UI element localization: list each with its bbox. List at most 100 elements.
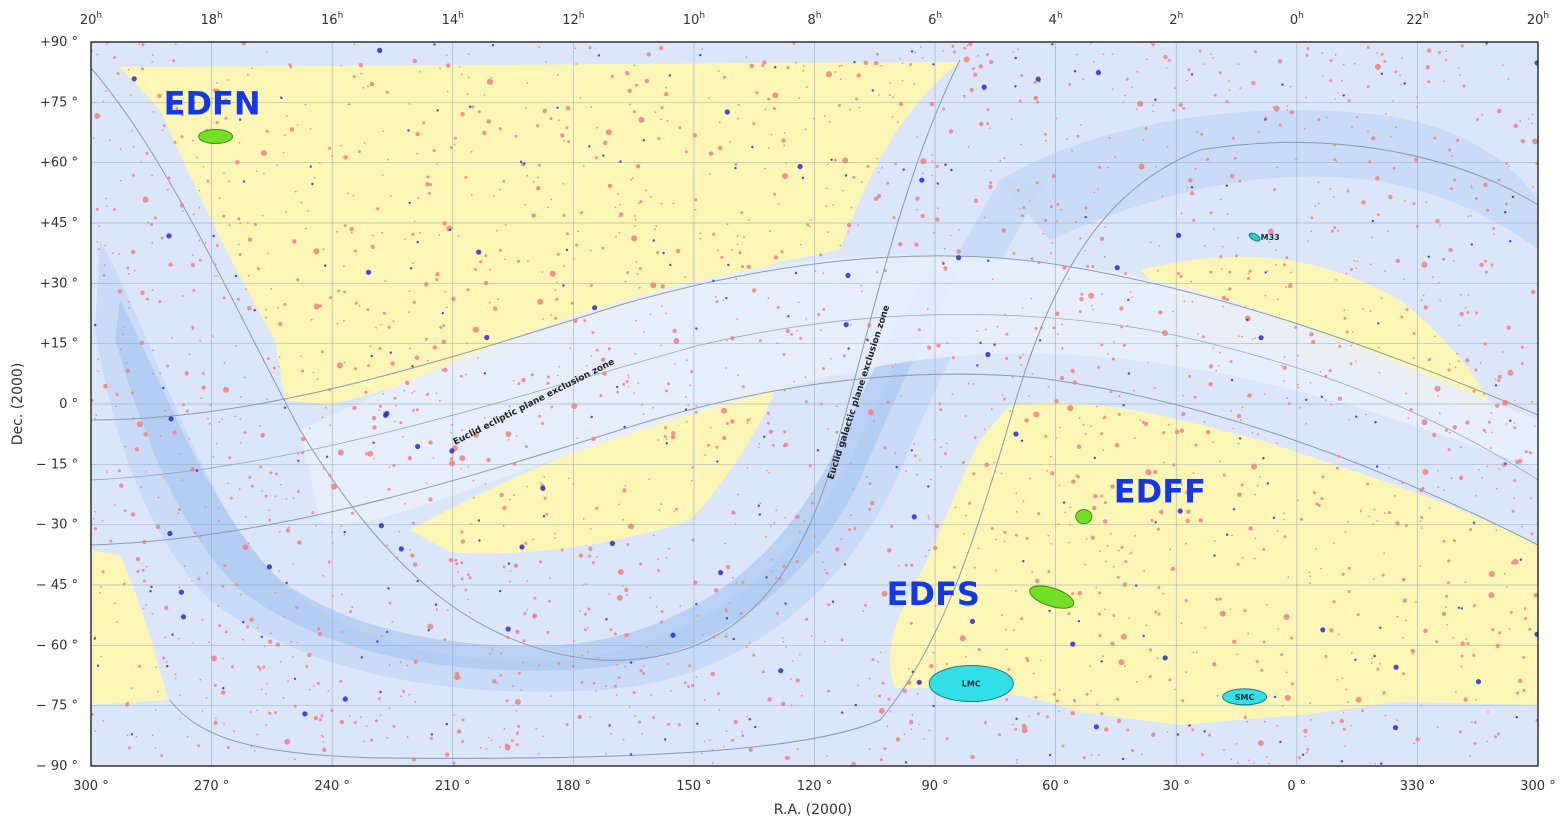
star-red: [1471, 721, 1473, 724]
star-red: [178, 508, 181, 512]
star-red: [238, 253, 242, 256]
star-red: [221, 418, 224, 421]
star-red: [825, 187, 828, 190]
star-red: [901, 79, 904, 82]
star-red: [989, 59, 994, 65]
star-red: [223, 362, 226, 364]
star-red: [1276, 298, 1279, 301]
star-red: [718, 709, 721, 711]
star-red: [1511, 509, 1515, 513]
star-red: [1138, 163, 1145, 170]
star-red: [369, 345, 372, 348]
star-red: [142, 579, 146, 583]
star-red: [729, 140, 731, 143]
star-red: [207, 417, 209, 420]
star-red: [641, 403, 643, 406]
star-red: [1080, 124, 1082, 126]
star-red: [1092, 61, 1095, 63]
star-red: [294, 190, 297, 193]
star-red: [1420, 527, 1423, 529]
star-red: [1402, 577, 1406, 581]
star-red: [402, 689, 405, 693]
star-red: [694, 410, 698, 414]
star-red: [634, 215, 636, 218]
star-red: [819, 402, 823, 406]
star-red: [408, 693, 411, 696]
star-red: [1167, 58, 1171, 62]
star-red: [785, 162, 788, 164]
star-red: [557, 73, 560, 76]
star-red: [579, 96, 582, 99]
star-red: [555, 281, 558, 283]
dec-tick: +60 °: [40, 156, 78, 171]
object-label-lmc: LMC: [962, 680, 981, 689]
star-red: [667, 722, 671, 726]
star-red: [1150, 42, 1153, 45]
star-red: [578, 553, 583, 558]
star-blue: [1127, 372, 1131, 375]
star-red: [352, 75, 356, 79]
star-red: [855, 97, 859, 101]
star-red: [1265, 603, 1268, 606]
star-red: [266, 357, 270, 361]
star-red: [1469, 528, 1473, 531]
star-red: [100, 655, 103, 658]
star-red: [1488, 592, 1495, 599]
star-red: [1234, 254, 1238, 258]
star-red: [192, 288, 196, 292]
star-red: [375, 326, 378, 329]
star-red: [752, 122, 756, 126]
star-red: [1102, 53, 1105, 56]
star-red: [810, 219, 813, 222]
star-red: [1218, 71, 1222, 75]
star-red: [933, 438, 936, 441]
star-red: [163, 415, 166, 417]
ra-degree-tick: 330 °: [1400, 779, 1435, 794]
star-red: [98, 248, 100, 251]
star-red: [929, 101, 935, 107]
star-red: [435, 607, 438, 610]
star-red: [1361, 709, 1365, 713]
star-red: [1169, 548, 1172, 551]
star-red: [1369, 310, 1372, 313]
star-red: [532, 613, 537, 618]
star-red: [179, 453, 182, 455]
star-red: [380, 324, 382, 326]
star-red: [1264, 720, 1266, 723]
star-blue: [1190, 186, 1194, 189]
star-red: [1034, 695, 1038, 699]
star-red: [583, 628, 587, 632]
star-red: [127, 272, 130, 275]
star-red: [819, 253, 823, 257]
star-red: [736, 117, 739, 120]
star-red: [439, 325, 443, 329]
star-red: [928, 549, 930, 552]
star-red: [1022, 353, 1024, 356]
star-red: [687, 404, 690, 407]
star-red: [1172, 463, 1176, 467]
star-blue: [911, 514, 917, 520]
star-red: [1251, 432, 1254, 434]
star-red: [460, 530, 464, 534]
star-red: [1238, 179, 1242, 183]
star-red: [839, 78, 842, 81]
star-red: [182, 295, 185, 297]
star-red: [1374, 763, 1376, 765]
star-red: [1275, 264, 1277, 266]
star-red: [849, 108, 851, 111]
star-red: [1447, 581, 1451, 585]
star-red: [624, 665, 627, 668]
star-red: [724, 542, 727, 545]
star-red: [1219, 460, 1222, 463]
star-red: [574, 47, 577, 50]
star-red: [903, 733, 906, 736]
star-red: [1371, 136, 1376, 141]
star-red: [733, 719, 738, 725]
star-red: [517, 671, 521, 675]
star-red: [1021, 723, 1027, 729]
star-red: [1090, 304, 1093, 307]
star-red: [132, 145, 135, 148]
star-red: [1495, 529, 1498, 532]
star-blue: [670, 632, 676, 638]
star-red: [465, 373, 467, 376]
